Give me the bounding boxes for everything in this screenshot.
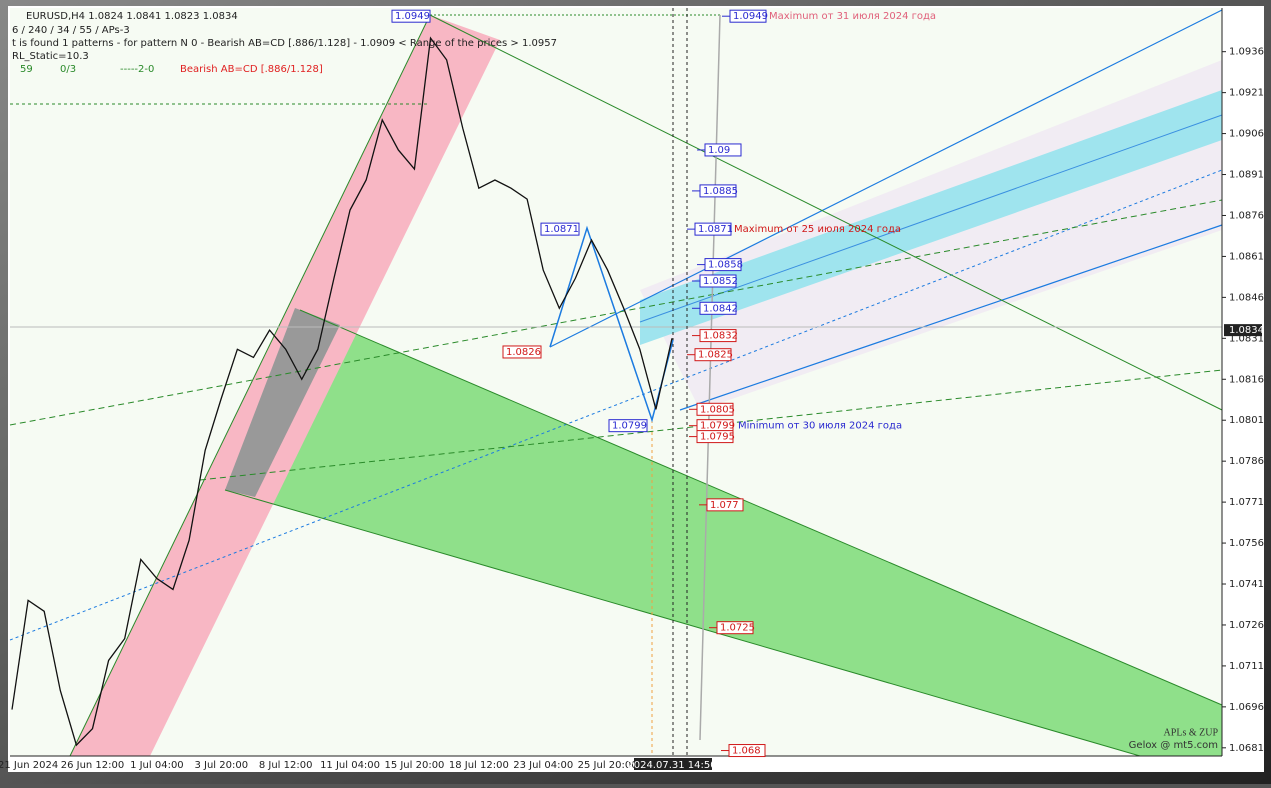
counter: 59 [20,64,33,75]
level-label: 1.0852 [703,276,738,287]
info-line: RL_Static=10.3 [12,51,89,62]
y-tick-label: 1.0696 [1229,702,1264,713]
pattern-label: 1.0871 [544,224,579,235]
info-line: 6 / 240 / 34 / 55 / APs-3 [12,25,130,36]
y-tick-label: 1.0876 [1229,210,1264,221]
level-box [704,258,742,272]
dashed-line [9,199,1223,426]
x-tick-label: 2024.07.31 14:50 [627,760,716,771]
pattern-label: 1.0949 [395,11,430,22]
dashed-line [9,169,1223,641]
pattern-box [540,222,580,236]
counter: -----2-0 [120,64,154,75]
pattern-label: 1.0799 [612,421,647,432]
level-box [729,9,767,23]
level-label: 1.0725 [720,623,755,634]
level-note: Minimum от 30 июля 2024 года [738,421,902,432]
overlap [225,308,340,497]
x-tick-label: 23 Jul 04:00 [513,760,573,771]
x-tick-label: 15 Jul 20:00 [384,760,444,771]
level-box [699,329,737,343]
y-tick-label: 1.0726 [1229,620,1264,631]
trend-line [299,309,1223,706]
y-tick-label: 1.0786 [1229,456,1264,467]
level-note: Maximum от 25 июля 2024 года [734,224,901,235]
counter: 0/3 [60,64,76,75]
pattern-box [391,9,431,23]
level-box [699,274,737,288]
level-label: 1.0949 [733,11,768,22]
level-label: 1.0825 [698,350,733,361]
cyan-band [640,90,1222,345]
level-label: 1.0805 [700,404,735,415]
level-box [706,498,744,512]
level-label: 1.0858 [708,260,743,271]
footer: Gelox @ mt5.com [1129,740,1218,751]
level-box [716,621,754,635]
trend-line [69,14,431,757]
footer: APLs & ZUP [1164,727,1219,738]
info-line: t is found 1 patterns - for pattern N 0 … [12,38,557,49]
x-tick-label: 1 Jul 04:00 [130,760,184,771]
y-tick-label: 1.0861 [1229,251,1264,262]
chart-title: EURUSD,H4 1.0824 1.0841 1.0823 1.0834 [26,11,238,22]
trend-line [429,14,1223,411]
projection-line [699,14,721,741]
x-tick-label: 11 Jul 04:00 [320,760,380,771]
level-box [728,744,766,758]
pattern-box [502,345,542,359]
y-tick-label: 1.0831 [1229,333,1264,344]
pattern-label: 1.0826 [506,347,541,358]
y-tick-label: 1.0846 [1229,292,1264,303]
y-tick-label: 1.0891 [1229,170,1264,181]
level-label: 1.068 [732,746,761,757]
y-tick-label: 1.0936 [1229,47,1264,58]
pattern-box [608,419,648,433]
level-box [694,222,732,236]
x-tick-label: 8 Jul 12:00 [259,760,313,771]
level-label: 1.0842 [703,303,738,314]
x-tick-label: 26 Jun 12:00 [61,760,125,771]
trend-line [224,489,1141,757]
y-tick-label: 1.0921 [1229,88,1264,99]
y-tick-label: 1.0801 [1229,415,1264,426]
level-box [699,184,737,198]
level-box [696,402,734,416]
last-price: 1.0834 [1229,325,1264,336]
level-box [694,348,732,362]
y-tick-label: 1.0906 [1229,129,1264,140]
level-label: 1.09 [708,145,730,156]
level-note: Maximum от 31 июля 2024 года [769,11,936,22]
y-tick-label: 1.0816 [1229,374,1264,385]
level-label: 1.0871 [698,224,733,235]
y-tick-label: 1.0741 [1229,579,1264,590]
band-midline [639,114,1223,323]
level-label: 1.077 [710,500,739,511]
x-tick-label: 18 Jul 12:00 [449,760,509,771]
level-label: 1.0885 [703,186,738,197]
channel-line [679,224,1223,411]
level-label: 1.0832 [703,331,738,342]
channel-line [549,9,1223,348]
level-label: 1.0795 [700,432,735,443]
x-tick-label: 3 Jul 20:00 [194,760,248,771]
drawings [9,8,1223,757]
y-tick-label: 1.0681 [1229,743,1264,754]
x-tick-label: 21 Jun 2024 [0,760,58,771]
x-tick-label: 25 Jul 20:00 [578,760,638,771]
price-line [11,36,673,747]
green-channel [225,310,1222,756]
y-tick-label: 1.0711 [1229,661,1264,672]
level-box [696,430,734,444]
level-label: 1.0799 [700,421,735,432]
level-box [699,301,737,315]
last-price-bg [1224,324,1262,337]
level-box [704,143,742,157]
x-label-bg [634,758,712,770]
y-tick-label: 1.0756 [1229,538,1264,549]
pattern-name: Bearish AB=CD [.886/1.128] [180,64,323,75]
y-tick-label: 1.0771 [1229,497,1264,508]
